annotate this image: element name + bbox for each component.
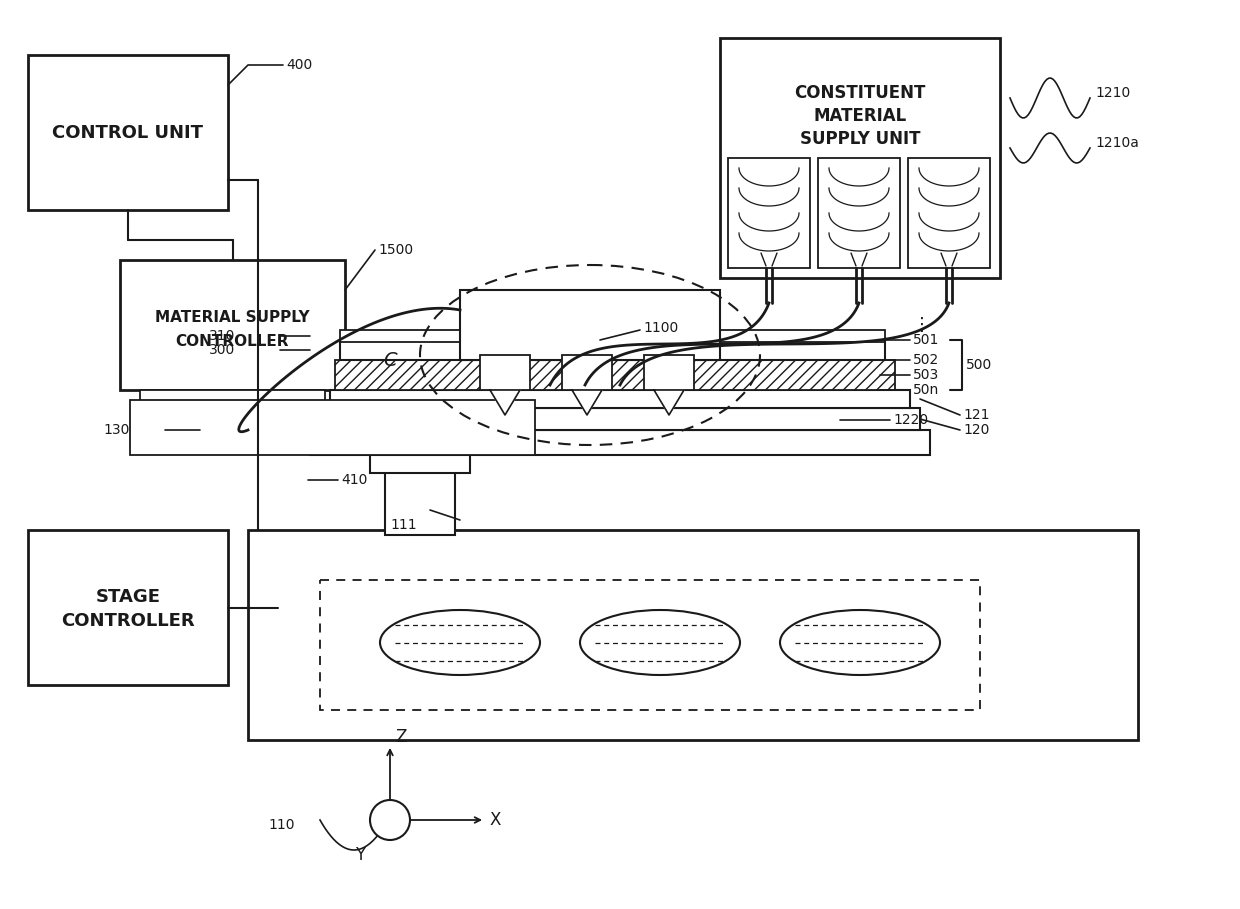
- Text: 1210a: 1210a: [1095, 136, 1138, 150]
- Bar: [480, 355, 529, 390]
- Text: 120: 120: [963, 423, 990, 437]
- Text: 410: 410: [341, 473, 367, 487]
- Text: MATERIAL: MATERIAL: [813, 107, 906, 125]
- Text: 501: 501: [913, 333, 940, 347]
- Text: ⋮: ⋮: [913, 316, 931, 334]
- Bar: [340, 330, 885, 342]
- Bar: [908, 158, 990, 268]
- Bar: [335, 360, 895, 390]
- Bar: [562, 355, 613, 390]
- Text: SUPPLY UNIT: SUPPLY UNIT: [800, 130, 920, 148]
- Bar: [248, 530, 1138, 740]
- Text: 502: 502: [913, 353, 939, 367]
- Text: CONTROLLER: CONTROLLER: [61, 613, 195, 631]
- Bar: [384, 470, 455, 535]
- Text: 110: 110: [269, 818, 295, 832]
- Text: Y: Y: [355, 846, 365, 864]
- Circle shape: [370, 800, 410, 840]
- Polygon shape: [572, 390, 601, 415]
- Bar: [320, 580, 980, 710]
- Bar: [340, 340, 885, 360]
- Text: 1100: 1100: [644, 321, 678, 335]
- Text: X: X: [490, 811, 501, 829]
- Bar: [310, 430, 930, 455]
- Bar: [330, 390, 910, 408]
- Bar: [140, 390, 325, 425]
- Bar: [644, 355, 694, 390]
- Text: 400: 400: [286, 58, 312, 72]
- Bar: [728, 158, 810, 268]
- Text: 300: 300: [208, 343, 236, 357]
- Text: 1220: 1220: [893, 413, 928, 427]
- Bar: [120, 260, 345, 390]
- Text: 50n: 50n: [913, 383, 939, 397]
- Text: CONTROL UNIT: CONTROL UNIT: [52, 124, 203, 142]
- Bar: [29, 530, 228, 685]
- Text: 503: 503: [913, 368, 939, 382]
- Text: MATERIAL SUPPLY: MATERIAL SUPPLY: [155, 309, 310, 325]
- Text: C: C: [383, 351, 397, 369]
- Text: CONTROLLER: CONTROLLER: [176, 334, 289, 348]
- Bar: [370, 445, 470, 473]
- Polygon shape: [653, 390, 684, 415]
- Bar: [130, 400, 534, 455]
- Text: Z: Z: [396, 728, 407, 746]
- Text: 121: 121: [963, 408, 990, 422]
- Polygon shape: [490, 390, 520, 415]
- Text: STAGE: STAGE: [95, 588, 160, 606]
- Text: 1210: 1210: [1095, 86, 1130, 100]
- Bar: [320, 408, 920, 430]
- Bar: [29, 55, 228, 210]
- Text: 310: 310: [208, 329, 236, 343]
- Text: 500: 500: [966, 358, 992, 372]
- Text: 111: 111: [391, 518, 417, 532]
- Text: 130: 130: [104, 423, 130, 437]
- Bar: [818, 158, 900, 268]
- Text: 1500: 1500: [378, 243, 413, 257]
- Bar: [720, 38, 999, 278]
- Text: CONSTITUENT: CONSTITUENT: [795, 84, 926, 102]
- Bar: [460, 290, 720, 360]
